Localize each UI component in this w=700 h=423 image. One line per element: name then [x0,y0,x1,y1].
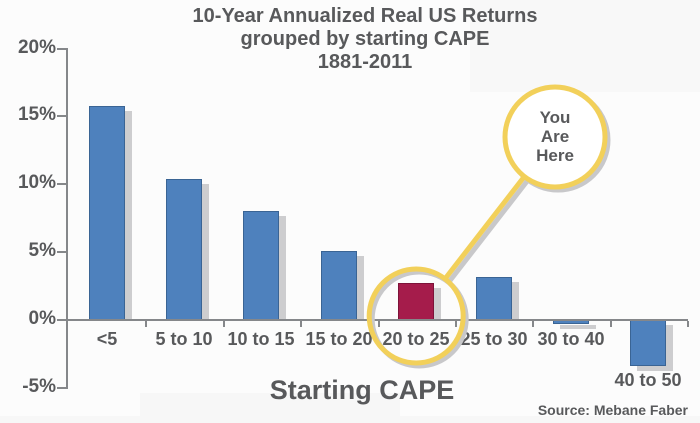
y-axis-line [66,47,68,389]
chart-title-line-2: grouped by starting CAPE [240,28,490,50]
y-tick-mark [57,251,66,254]
y-tick-mark [57,115,66,118]
y-tick-label: 5% [28,240,56,262]
category-label-15 to 20: 15 to 20 [305,329,373,349]
x-tick-mark [300,321,302,327]
bar-25 to 30 [476,277,512,321]
category-label-30 to 40: 30 to 40 [537,329,605,349]
category-label-5 to 10: 5 to 10 [155,329,213,349]
x-tick-mark [378,321,380,327]
x-axis-line [66,319,688,321]
x-axis-title: Starting CAPE [269,375,455,405]
y-tick-label: 15% [17,104,56,126]
connector-shadow [446,177,531,285]
x-tick-mark [455,321,457,327]
chart-title: 10-Year Annualized Real US Returns group… [115,5,615,74]
y-tick-mark [57,319,66,321]
bar-15 to 20 [321,251,357,321]
you-are-here-line-3: Here [536,146,574,165]
bar-10 to 15 [243,211,279,321]
bar-40 to 50 [630,320,666,366]
bar-shadow [560,325,596,329]
y-tick-label: 20% [17,36,56,58]
chart-title-line-3: 1881-2011 [317,51,413,73]
you-are-here-label: You Are Here [505,108,605,165]
x-tick-mark [223,321,225,327]
y-tick-mark [57,47,66,50]
bar-<5 [89,106,125,321]
category-label-10 to 15: 10 to 15 [227,329,295,349]
source-credit: Source: Mebane Faber [537,402,688,418]
x-tick-mark [687,321,689,327]
category-label-40 to 50: 40 to 50 [614,370,682,390]
you-are-here-line-1: You [539,108,571,127]
y-tick-mark [57,386,66,389]
y-tick-label: 10% [17,172,56,194]
y-tick-label: -5% [22,375,56,397]
chart-title-line-1: 10-Year Annualized Real US Returns [192,5,538,27]
you-are-here-line-2: Are [540,127,570,146]
y-tick-label: 0% [28,308,56,329]
x-tick-mark [610,321,612,327]
connector-line [442,174,527,282]
x-tick-mark [145,321,147,327]
bar-highlighted-20 to 25 [398,283,434,321]
y-tick-mark [57,183,66,186]
bar-5 to 10 [166,179,202,321]
x-tick-mark [532,321,534,327]
category-label-<5: <5 [96,329,118,349]
category-label-25 to 30: 25 to 30 [460,329,528,349]
